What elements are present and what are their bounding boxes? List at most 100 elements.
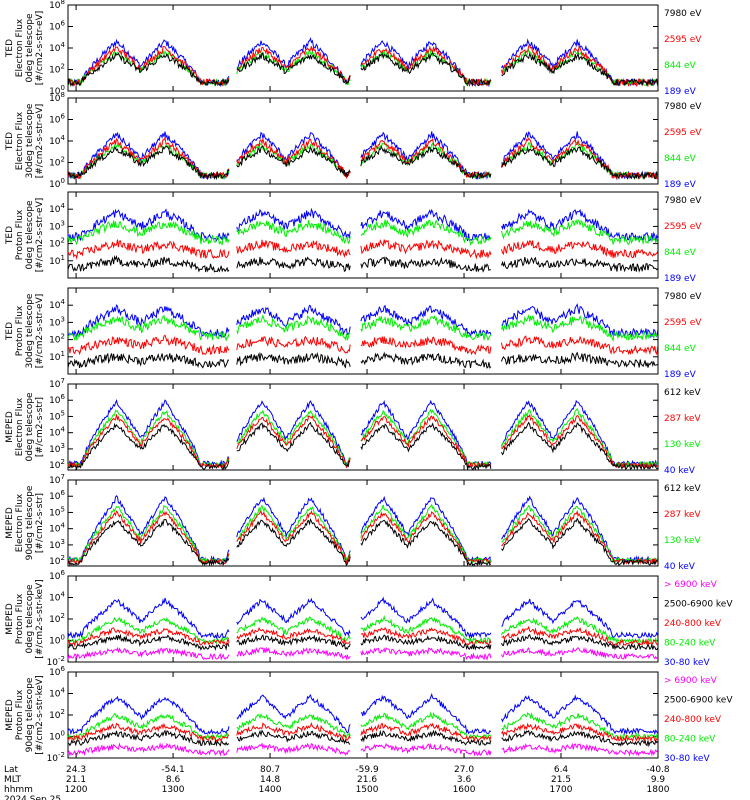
legend-entry: 2595 eV — [664, 318, 702, 328]
legend-entry: 2595 eV — [664, 128, 702, 138]
footer-hhmm: 1400 — [259, 785, 282, 795]
y-axis-label-line: TED — [5, 322, 15, 341]
y-tick-label: 100 — [49, 634, 65, 647]
y-tick-label: 103 — [49, 315, 65, 328]
legend-entry: 844 eV — [664, 344, 697, 354]
legend-entry: 287 keV — [664, 510, 701, 520]
y-tick-label: 102 — [49, 458, 65, 471]
series-844-ev — [67, 314, 659, 343]
panel-frame — [67, 383, 659, 471]
legend-entry: 40 keV — [664, 466, 696, 476]
y-tick-label: 10-2 — [47, 751, 65, 764]
y-tick-label: 104 — [49, 426, 65, 439]
y-tick-label: 106 — [49, 20, 65, 33]
footer-hhmm: 1800 — [647, 785, 670, 795]
footer-date: 2024 Sep 25 — [4, 795, 61, 800]
y-tick-label: 108 — [49, 91, 65, 104]
footer-lat: -40.8 — [646, 765, 670, 775]
y-axis-label-line: Proton Flux — [15, 593, 25, 644]
y-axis-label-line: TED — [5, 132, 15, 151]
panel-2: 100 102 104 106 108 TED Electron Flux 30deg tel… — [5, 91, 702, 190]
series-7980-ev — [67, 145, 659, 181]
series-189-ev — [67, 131, 659, 181]
legend-entry: 2500-6900 keV — [664, 696, 733, 706]
y-tick-label: 104 — [49, 591, 65, 604]
legend-entry: > 6900 keV — [664, 580, 718, 590]
legend-entry: 2500-6900 keV — [664, 600, 733, 610]
y-axis-label-line: Proton Flux — [15, 689, 25, 740]
legend-entry: 189 eV — [664, 370, 697, 380]
y-axis-label-line: MEPED — [5, 699, 15, 731]
y-tick-label: 102 — [49, 333, 65, 346]
series-7980-ev — [67, 351, 658, 369]
y-tick-label: 102 — [49, 612, 65, 625]
series-30-80-kev — [67, 596, 659, 640]
legend-entry: 7980 eV — [664, 196, 702, 206]
panel-7: 10-2 100 102 104 106 MEPED Proton Flux 0deg tel… — [5, 569, 733, 668]
footer-mlt: 21.6 — [357, 775, 377, 785]
legend-entry: 189 eV — [664, 87, 697, 97]
y-axis-label-line: [#/cm2-s-str] — [35, 397, 45, 457]
y-axis-label-line: Electron Flux — [15, 111, 25, 170]
legend-entry: 130 keV — [664, 440, 701, 450]
time-axis-footer: LatMLThhmm24.321.11200-54.18.6130080.714… — [4, 765, 670, 800]
series-2595-ev — [67, 334, 659, 356]
legend-entry: 30-80 keV — [664, 754, 710, 764]
legend-entry: 7980 eV — [664, 9, 702, 19]
series-2500-6900-kev — [68, 729, 659, 748]
series-2595-ev — [67, 45, 658, 88]
y-tick-label: 10-2 — [47, 655, 65, 668]
series-287-kev — [67, 413, 659, 470]
series-189-ev — [67, 303, 659, 339]
legend-entry: 80-240 keV — [664, 639, 716, 649]
y-axis-label-line: Electron Flux — [15, 397, 25, 456]
series-189-ev — [67, 36, 659, 88]
footer-lat: 6.4 — [554, 765, 569, 775]
series-40-kev — [67, 398, 659, 468]
footer-row-label: hhmm — [4, 785, 33, 795]
legend-entry: 240-800 keV — [664, 619, 722, 629]
footer-mlt: 3.6 — [457, 775, 472, 785]
legend-entry: > 6900 keV — [664, 676, 718, 686]
series-2595-ev — [67, 238, 659, 260]
footer-mlt: 21.1 — [66, 775, 86, 785]
y-axis-label-line: TED — [5, 226, 15, 245]
y-tick-label: 102 — [49, 554, 65, 567]
y-tick-label: 104 — [49, 522, 65, 535]
panel-5: 102 103 104 105 106 107 MEPED Electron Flux 0deg… — [5, 377, 701, 476]
legend-entry: 130 keV — [664, 536, 701, 546]
legend-entry: 612 keV — [664, 484, 701, 494]
y-axis-label-line: [#/cm2-s-str-eV] — [35, 11, 45, 86]
y-tick-label: 100 — [49, 177, 65, 190]
y-tick-label: 104 — [49, 134, 65, 147]
y-tick-label: 101 — [49, 254, 65, 267]
y-tick-label: 102 — [49, 708, 65, 721]
legend-entry: 2595 eV — [664, 35, 702, 45]
y-tick-label: 104 — [49, 298, 65, 311]
footer-row-label: Lat — [4, 765, 19, 775]
footer-mlt: 21.5 — [551, 775, 571, 785]
legend-entry: 844 eV — [664, 61, 697, 71]
y-axis-label-line: Proton Flux — [15, 209, 25, 260]
legend-entry: 189 eV — [664, 180, 697, 190]
legend-entry: 80-240 keV — [664, 735, 716, 745]
footer-mlt: 8.6 — [166, 775, 181, 785]
y-tick-label: 103 — [49, 442, 65, 455]
y-tick-label: 103 — [49, 219, 65, 232]
series-240-800-kev — [67, 625, 658, 648]
y-axis-label-line: 0deg telescope — [25, 200, 35, 270]
footer-hhmm: 1700 — [550, 785, 573, 795]
y-axis-label-line: 0deg telescope — [25, 13, 35, 83]
y-axis-label-line: [#/cm2-s-str-eV] — [35, 104, 45, 179]
series-7980-ev — [67, 51, 659, 88]
legend-entry: 7980 eV — [664, 102, 702, 112]
y-axis-label-line: [#/cm2-s-str-eV] — [35, 198, 45, 273]
y-axis-label-line: 90deg telescope — [25, 485, 35, 560]
y-tick-label: 106 — [49, 113, 65, 126]
y-axis-label-line: 0deg telescope — [25, 584, 35, 654]
y-axis-label-line: [#/cm2-s-str-keV] — [35, 579, 45, 658]
legend-entry: 287 keV — [664, 414, 701, 424]
y-tick-label: 106 — [49, 393, 65, 406]
y-tick-label: 106 — [49, 489, 65, 502]
